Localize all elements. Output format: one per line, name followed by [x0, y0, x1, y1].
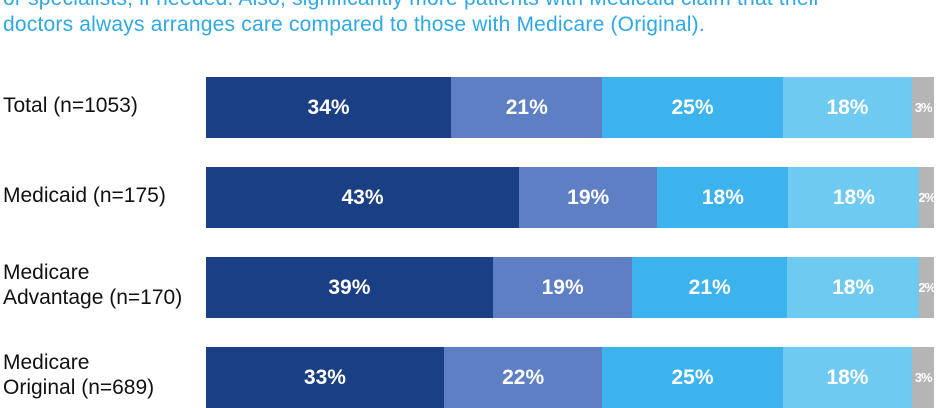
intro-line-2: doctors always arranges care compared to… — [3, 13, 705, 36]
category-label-line: Medicare — [3, 261, 90, 284]
data-label: 43% — [341, 185, 384, 209]
bar-segment: 39% — [206, 257, 493, 318]
bar-segment: 19% — [492, 257, 633, 318]
bar-segment: 18% — [782, 77, 913, 138]
category-label-line: Medicaid (n=175) — [3, 183, 166, 207]
bar-row: 33% 22% 25% 18% 3% — [206, 347, 934, 408]
data-label: 18% — [701, 185, 744, 209]
data-label: 2% — [919, 280, 934, 295]
bar-segment: 3% — [912, 347, 934, 408]
bar-segment: 18% — [657, 167, 789, 228]
data-label: 19% — [541, 275, 584, 299]
data-label: 22% — [502, 365, 545, 389]
data-label: 21% — [688, 275, 731, 299]
category-label: Medicaid (n=175) — [3, 183, 166, 208]
data-label: 3% — [914, 100, 933, 115]
bar-segment: 43% — [206, 167, 520, 228]
bar-segment: 21% — [451, 77, 603, 138]
bar-segment: 18% — [782, 347, 913, 408]
data-label: 18% — [826, 365, 869, 389]
bar-segment: 34% — [206, 77, 452, 138]
bar-segment: 2% — [919, 257, 934, 318]
intro-text: or specialists, if needed. Also, signifi… — [3, 0, 933, 38]
intro-line-1: or specialists, if needed. Also, signifi… — [3, 0, 933, 12]
bar-segment: 3% — [912, 77, 934, 138]
category-label-line: Total (n=1053) — [3, 93, 138, 117]
data-label: 39% — [328, 275, 371, 299]
category-label: Total (n=1053) — [3, 93, 138, 118]
bar-segment: 25% — [602, 77, 783, 138]
bar-segment: 18% — [788, 167, 920, 228]
category-label-line: Advantage (n=170) — [3, 286, 183, 309]
data-label: 33% — [303, 365, 346, 389]
data-label: 34% — [307, 95, 350, 119]
data-label: 19% — [567, 185, 610, 209]
bar-row: 43% 19% 18% 18% 2% — [206, 167, 934, 228]
data-label: 18% — [832, 275, 875, 299]
category-label-line: Original (n=689) — [3, 376, 155, 399]
bar-segment: 21% — [632, 257, 787, 318]
data-label: 2% — [919, 190, 934, 205]
bar-segment: 19% — [519, 167, 658, 228]
data-label: 18% — [832, 185, 875, 209]
category-label: Medicare Advantage (n=170) — [3, 260, 182, 310]
data-label: 21% — [505, 95, 548, 119]
data-label: 3% — [914, 370, 933, 385]
bar-segment: 18% — [786, 257, 920, 318]
data-label: 18% — [826, 95, 869, 119]
data-label: 25% — [671, 365, 714, 389]
bar-row: 39% 19% 21% 18% 2% — [206, 257, 934, 318]
category-label: Medicare Original (n=689) — [3, 350, 154, 400]
bar-segment: 2% — [919, 167, 934, 228]
data-label: 25% — [671, 95, 714, 119]
category-label-line: Medicare — [3, 351, 90, 374]
bar-segment: 33% — [206, 347, 444, 408]
bar-segment: 25% — [602, 347, 783, 408]
bar-segment: 22% — [443, 347, 603, 408]
bar-row: 34% 21% 25% 18% 3% — [206, 77, 934, 138]
